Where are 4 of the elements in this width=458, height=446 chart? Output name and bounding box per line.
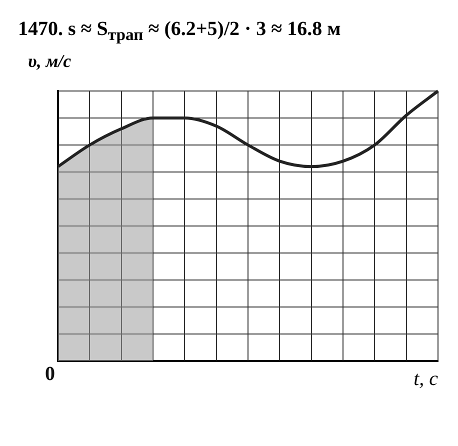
y-axis-title: υ, м/с	[28, 51, 72, 72]
text: 0	[45, 363, 55, 386]
chart-title: 1470. s ≈ S$_{трап}$ ≈ (6.2+5)/2 · 3 ≈ 16.8 м	[17, 17, 342, 46]
x-axis-title: t, с	[414, 368, 438, 391]
